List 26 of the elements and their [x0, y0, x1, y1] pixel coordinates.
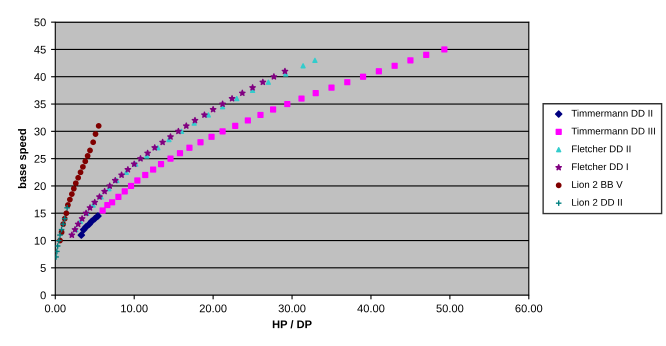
x-tick-label: 20.00 — [200, 304, 227, 312]
y-tick-label: 30 — [34, 128, 46, 136]
y-tick-label: 10 — [34, 236, 46, 245]
y-tick-label: 35 — [34, 100, 46, 108]
y-tick-label: 0 — [40, 291, 46, 300]
y-tick-label: 50 — [34, 18, 46, 26]
x-tick-label: 40.00 — [357, 304, 384, 312]
x-tick-label: 10.00 — [121, 304, 148, 312]
x-axis-title: HP / DP — [272, 320, 312, 328]
y-axis-title: base speed — [18, 129, 28, 188]
legend-label: Lion 2 BB V — [572, 180, 623, 188]
y-tick-label: 40 — [34, 73, 46, 81]
y-tick-label: 20 — [34, 182, 46, 190]
legend-label: Fletcher DD II — [572, 145, 630, 152]
y-tick-label: 25 — [34, 154, 46, 163]
x-tick-label: 50.00 — [436, 304, 464, 312]
x-tick-label: 30.00 — [278, 304, 306, 312]
legend-label: Timmermann DD II — [572, 110, 652, 117]
legend-label: Lion 2 DD II — [572, 198, 622, 206]
legend-label: Timmermann DD III — [572, 127, 655, 135]
y-tick-label: 5 — [40, 264, 46, 272]
x-tick-label: 60.00 — [515, 304, 542, 312]
x-tick-label: 0.00 — [44, 304, 66, 312]
legend-label: Fletcher DD I — [572, 163, 628, 170]
y-tick-label: 45 — [34, 46, 46, 54]
y-tick-label: 15 — [34, 210, 46, 218]
